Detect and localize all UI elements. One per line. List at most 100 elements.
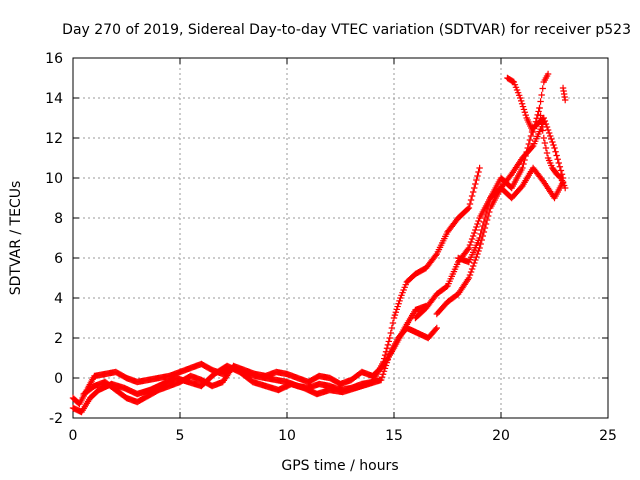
data-point <box>471 229 478 237</box>
data-series <box>433 164 567 318</box>
data-point <box>394 303 401 310</box>
data-point <box>551 144 558 152</box>
data-point <box>521 109 529 116</box>
data-point <box>532 118 540 125</box>
data-point <box>537 112 544 119</box>
data-point <box>464 246 472 253</box>
data-point <box>542 144 550 152</box>
data-point <box>544 126 552 134</box>
data-point <box>517 94 524 102</box>
data-point <box>540 134 547 142</box>
data-point <box>483 206 491 214</box>
data-point <box>538 91 545 99</box>
data-point <box>432 252 439 259</box>
data-point <box>477 230 484 238</box>
data-point <box>387 329 394 337</box>
data-point <box>555 159 562 167</box>
x-tick-label: 25 <box>599 428 617 444</box>
data-series <box>455 114 567 266</box>
x-tick-label: 15 <box>385 428 403 444</box>
data-point <box>473 176 480 184</box>
data-point <box>393 306 400 313</box>
data-point <box>467 268 475 276</box>
data-point <box>476 164 483 172</box>
data-point <box>474 172 481 180</box>
data-series <box>504 70 552 136</box>
data-point <box>522 111 529 119</box>
y-tick-label: 16 <box>45 51 63 67</box>
data-point <box>536 104 543 112</box>
data-point <box>391 311 399 319</box>
data-point <box>481 214 489 222</box>
data-point <box>557 167 565 174</box>
data-point <box>549 138 556 146</box>
data-point <box>562 96 569 104</box>
data-point <box>534 111 541 119</box>
data-point <box>556 173 564 181</box>
y-tick-label: 4 <box>54 291 63 307</box>
data-point <box>465 244 473 252</box>
data-point <box>554 156 561 163</box>
data-point <box>550 141 557 149</box>
data-point <box>553 152 560 159</box>
data-point <box>469 232 477 240</box>
data-point <box>396 297 403 305</box>
data-point <box>473 253 480 261</box>
x-tick-label: 10 <box>278 428 296 444</box>
data-point <box>468 192 476 200</box>
data-point <box>538 119 545 127</box>
data-point <box>556 163 564 170</box>
data-point <box>519 103 527 110</box>
x-tick-label: 5 <box>176 428 185 444</box>
data-point <box>519 164 526 172</box>
x-tick-label: 20 <box>492 428 510 444</box>
data-point <box>475 247 482 255</box>
data-point <box>466 241 474 249</box>
data-point <box>531 121 539 129</box>
data-point <box>486 198 493 206</box>
data-point <box>539 85 546 92</box>
y-tick-label: 8 <box>54 211 63 227</box>
data-point <box>478 226 485 234</box>
data-series <box>80 302 430 406</box>
data-point <box>541 117 549 125</box>
data-point <box>526 136 534 144</box>
chart-title: Day 270 of 2019, Sidereal Day-to-day VTE… <box>62 22 631 38</box>
data-point <box>465 204 473 212</box>
data-point <box>433 324 440 332</box>
data-point <box>517 97 525 105</box>
data-point <box>395 300 402 307</box>
data-point <box>464 205 472 213</box>
data-point <box>537 98 544 105</box>
data-point <box>542 120 550 128</box>
data-point <box>476 234 483 242</box>
data-point <box>533 115 540 122</box>
data-point <box>466 271 474 279</box>
data-point <box>530 125 538 132</box>
data-point <box>520 160 527 168</box>
data-point <box>379 371 387 378</box>
data-point <box>522 152 529 160</box>
y-axis-title: SDTVAR / TECUs <box>8 181 24 296</box>
data-point <box>480 218 488 226</box>
data-point <box>482 210 490 218</box>
data-point <box>469 262 477 270</box>
data-point <box>468 235 476 243</box>
data-point <box>547 132 554 140</box>
data-point <box>471 259 478 267</box>
data-point <box>545 129 553 137</box>
data-point <box>524 144 531 152</box>
data-point <box>475 217 482 225</box>
data-point <box>541 139 549 147</box>
data-point <box>552 148 559 155</box>
data-point <box>535 108 542 115</box>
data-point <box>528 144 536 151</box>
data-point <box>465 274 473 282</box>
data-point <box>479 222 487 230</box>
axes-layer <box>72 57 609 419</box>
points-layer <box>69 70 569 416</box>
data-point <box>432 326 439 333</box>
data-point <box>388 324 396 332</box>
